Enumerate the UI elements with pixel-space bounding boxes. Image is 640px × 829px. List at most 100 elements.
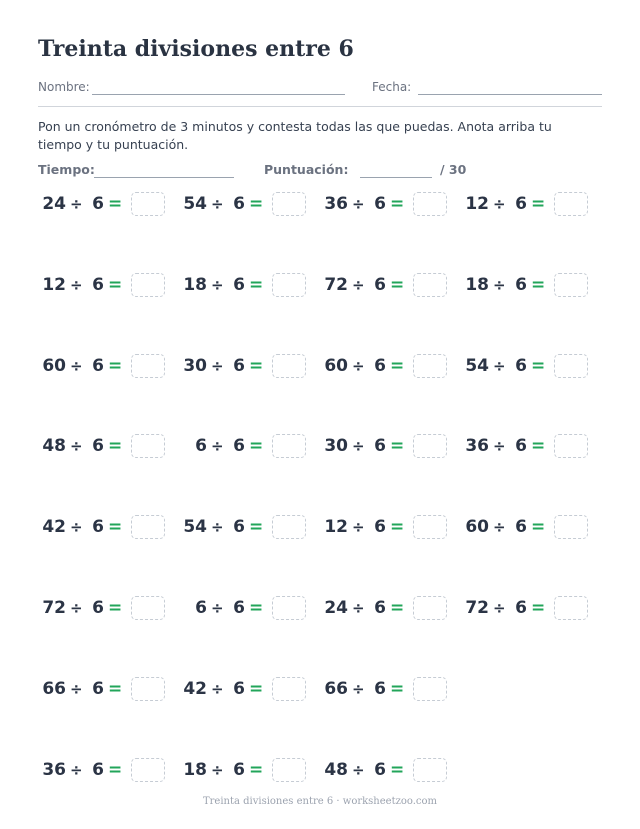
answer-box[interactable] [131, 677, 165, 701]
divisor: 6 [515, 356, 527, 376]
divide-sign: ÷ [352, 518, 365, 536]
dividend: 24 [42, 194, 66, 214]
answer-box[interactable] [272, 677, 306, 701]
answer-box[interactable] [413, 273, 447, 297]
divisor: 6 [233, 275, 245, 295]
answer-box[interactable] [413, 758, 447, 782]
dividend: 60 [465, 517, 489, 537]
score-total: / 30 [440, 162, 467, 177]
dividend: 12 [42, 275, 66, 295]
division-problem: 6 ÷ 6 = [183, 434, 333, 460]
answer-box[interactable] [413, 192, 447, 216]
divide-sign: ÷ [70, 761, 83, 779]
worksheet-title: Treinta divisiones entre 6 [38, 36, 354, 62]
answer-box[interactable] [272, 354, 306, 378]
answer-box[interactable] [131, 354, 165, 378]
answer-box[interactable] [272, 596, 306, 620]
answer-box[interactable] [131, 192, 165, 216]
dividend: 60 [324, 356, 348, 376]
divisor: 6 [92, 679, 104, 699]
divisor: 6 [515, 436, 527, 456]
answer-box[interactable] [272, 273, 306, 297]
equals-sign: = [249, 275, 264, 295]
divisor: 6 [92, 760, 104, 780]
answer-box[interactable] [554, 354, 588, 378]
divide-sign: ÷ [211, 680, 224, 698]
division-problem: 36 ÷ 6 = [42, 758, 192, 784]
division-problem: 18 ÷ 6 = [183, 273, 333, 299]
division-problem: 42 ÷ 6 = [42, 515, 192, 541]
equals-sign: = [531, 517, 546, 537]
answer-box[interactable] [554, 515, 588, 539]
instructions-text: Pon un cronómetro de 3 minutos y contest… [38, 119, 552, 152]
dividend: 48 [324, 760, 348, 780]
name-label: Nombre: [38, 80, 90, 94]
divide-sign: ÷ [352, 599, 365, 617]
answer-box[interactable] [272, 758, 306, 782]
divide-sign: ÷ [70, 599, 83, 617]
division-problem: 72 ÷ 6 = [42, 596, 192, 622]
dividend: 12 [324, 517, 348, 537]
divide-sign: ÷ [211, 599, 224, 617]
divide-sign: ÷ [493, 518, 506, 536]
divisor: 6 [515, 598, 527, 618]
answer-box[interactable] [413, 354, 447, 378]
divisor: 6 [515, 517, 527, 537]
divide-sign: ÷ [352, 357, 365, 375]
divisor: 6 [374, 356, 386, 376]
division-problem: 66 ÷ 6 = [42, 677, 192, 703]
divide-sign: ÷ [211, 761, 224, 779]
division-problem: 72 ÷ 6 = [324, 273, 474, 299]
answer-box[interactable] [554, 273, 588, 297]
equals-sign: = [390, 436, 405, 456]
division-problem: 36 ÷ 6 = [324, 192, 474, 218]
division-problem: 12 ÷ 6 = [324, 515, 474, 541]
dividend: 42 [42, 517, 66, 537]
divide-sign: ÷ [70, 195, 83, 213]
dividend: 54 [183, 517, 207, 537]
equals-sign: = [390, 194, 405, 214]
equals-sign: = [390, 517, 405, 537]
name-date-row: Nombre: Fecha: [38, 80, 602, 100]
dividend: 12 [465, 194, 489, 214]
answer-box[interactable] [554, 434, 588, 458]
answer-box[interactable] [554, 596, 588, 620]
answer-box[interactable] [272, 515, 306, 539]
header-divider [38, 106, 602, 107]
equals-sign: = [531, 194, 546, 214]
answer-box[interactable] [413, 434, 447, 458]
division-problem: 12 ÷ 6 = [42, 273, 192, 299]
answer-box[interactable] [131, 434, 165, 458]
answer-box[interactable] [272, 192, 306, 216]
answer-box[interactable] [413, 677, 447, 701]
divide-sign: ÷ [70, 276, 83, 294]
divisor: 6 [92, 517, 104, 537]
divide-sign: ÷ [352, 437, 365, 455]
answer-box[interactable] [413, 596, 447, 620]
answer-box[interactable] [413, 515, 447, 539]
divisor: 6 [92, 194, 104, 214]
divisor: 6 [233, 679, 245, 699]
equals-sign: = [108, 517, 123, 537]
equals-sign: = [390, 275, 405, 295]
answer-box[interactable] [272, 434, 306, 458]
divide-sign: ÷ [493, 276, 506, 294]
division-problem: 30 ÷ 6 = [183, 354, 333, 380]
divide-sign: ÷ [352, 680, 365, 698]
equals-sign: = [249, 679, 264, 699]
answer-box[interactable] [131, 596, 165, 620]
answer-box[interactable] [131, 758, 165, 782]
time-line[interactable] [94, 177, 234, 178]
answer-box[interactable] [554, 192, 588, 216]
score-line[interactable] [360, 177, 432, 178]
dividend: 54 [183, 194, 207, 214]
divide-sign: ÷ [352, 761, 365, 779]
equals-sign: = [249, 436, 264, 456]
name-line[interactable] [92, 94, 345, 95]
answer-box[interactable] [131, 515, 165, 539]
equals-sign: = [108, 356, 123, 376]
answer-box[interactable] [131, 273, 165, 297]
date-line[interactable] [418, 94, 602, 95]
divisor: 6 [233, 194, 245, 214]
divide-sign: ÷ [211, 276, 224, 294]
